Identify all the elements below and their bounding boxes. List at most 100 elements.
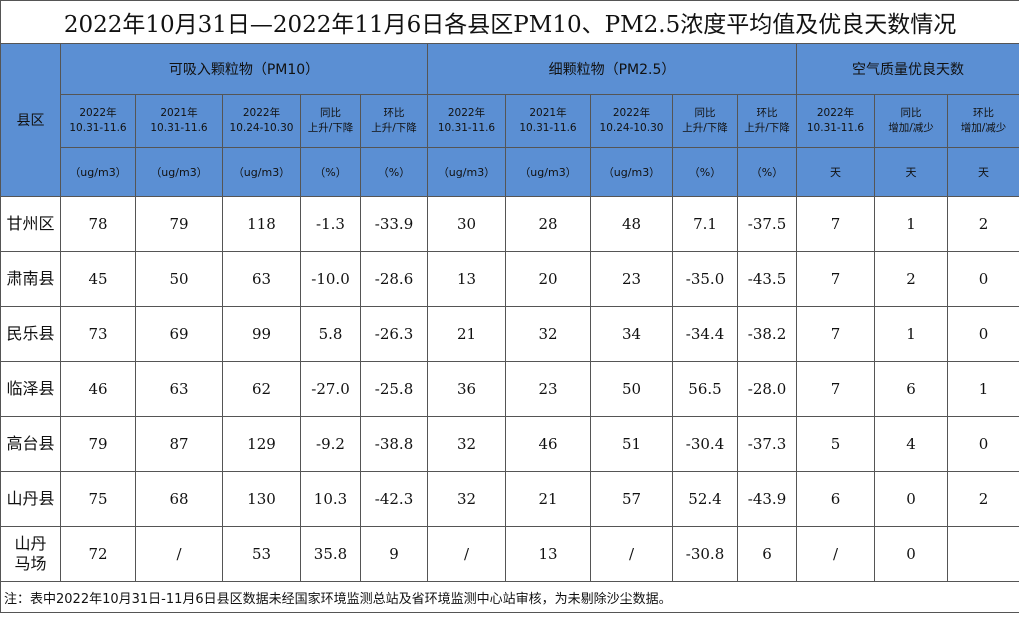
value-cell: 50 (135, 251, 223, 307)
unit: （%） (737, 147, 797, 197)
group-header: 细颗粒物（PM2.5） (427, 43, 797, 95)
unit: （ug/m3） (427, 147, 506, 197)
value-cell: -43.9 (737, 471, 797, 527)
value-cell: 21 (505, 471, 591, 527)
county-name: 临泽县 (0, 361, 61, 417)
value-cell: -37.3 (737, 416, 797, 472)
county-name: 甘州区 (0, 196, 61, 252)
value-cell: -38.8 (360, 416, 428, 472)
value-cell: 0 (874, 526, 948, 582)
text-line: 环比 (383, 107, 405, 119)
value-cell: 45 (60, 251, 136, 307)
value-cell: 0 (946, 416, 1019, 472)
value-cell: -10.0 (300, 251, 361, 307)
title: 2022年10月31日—2022年11月6日各县区PM10、PM2.5浓度平均值… (0, 0, 1019, 44)
value-cell: -1.3 (300, 196, 361, 252)
text-line: 上升/下降 (682, 122, 728, 134)
text-line: 10.31-11.6 (806, 122, 865, 134)
value-cell: 73 (60, 306, 136, 362)
value-cell: -27.0 (300, 361, 361, 417)
value-cell: / (796, 526, 875, 582)
text-line: 2022年 (816, 107, 855, 119)
value-cell: 1 (874, 306, 948, 362)
unit: （ug/m3） (60, 147, 136, 197)
value-cell: 32 (427, 471, 506, 527)
text-line: 2022年 (612, 107, 651, 119)
text-line: 环比 (756, 107, 778, 119)
text-line: 2021年 (529, 107, 567, 119)
value-cell: 23 (505, 361, 591, 417)
county-name: 高台县 (0, 416, 61, 472)
value-cell: -25.8 (360, 361, 428, 417)
county-name: 山丹 马场 (0, 526, 61, 582)
value-cell: 78 (60, 196, 136, 252)
value-cell: 46 (60, 361, 136, 417)
text-line: 上升/下降 (371, 122, 417, 134)
column-header: 2022年 10.24-10.30 (222, 94, 301, 148)
value-cell: 5.8 (300, 306, 361, 362)
text-line: 10.31-11.6 (437, 122, 496, 134)
column-header: 同比 上升/下降 (672, 94, 738, 148)
county-header: 县区 (0, 43, 61, 197)
value-cell: 62 (222, 361, 301, 417)
county-name: 民乐县 (0, 306, 61, 362)
data-row: 高台县 79 87 129 -9.2 -38.8 32 46 51 -30.4 -37.3 5 4 0 (0, 416, 1019, 472)
note-row: 注：表中2022年10月31日-11月6日县区数据未经国家环境监测总站及省环境监… (0, 581, 1019, 613)
value-cell: 0 (946, 251, 1019, 307)
value-cell: / (590, 526, 673, 582)
value-cell: 9 (360, 526, 428, 582)
value-cell: -30.4 (672, 416, 738, 472)
value-cell: 129 (222, 416, 301, 472)
value-cell: 0 (946, 306, 1019, 362)
data-row: 山丹 马场 72/53 35.8 9/13/-30.8 6/0 (0, 526, 1019, 582)
value-cell: -26.3 (360, 306, 428, 362)
text-line: 10.31-11.6 (519, 122, 577, 134)
unit: 天 (946, 147, 1019, 197)
text-line: 2021年 (160, 107, 198, 119)
value-cell: 7 (796, 196, 875, 252)
text-line: 上升/下降 (307, 122, 354, 134)
text-line: 增加/减少 (888, 122, 934, 134)
column-header: 2021年 10.31-11.6 (135, 94, 223, 148)
value-cell: -34.4 (672, 306, 738, 362)
text-line: 增加/减少 (960, 122, 1007, 134)
text-line: 10.31-11.6 (69, 122, 127, 134)
text-line: 同比 (320, 107, 341, 119)
value-cell: 36 (427, 361, 506, 417)
value-cell: 32 (427, 416, 506, 472)
value-cell: 7 (796, 306, 875, 362)
value-cell: 72 (60, 526, 136, 582)
column-header: 同比 增加/减少 (874, 94, 948, 148)
column-header: 2022年 10.31-11.6 (796, 94, 875, 148)
value-cell: 5 (796, 416, 875, 472)
unit: （ug/m3） (590, 147, 673, 197)
value-cell: 48 (590, 196, 673, 252)
value-cell: -42.3 (360, 471, 428, 527)
unit: （%） (360, 147, 428, 197)
text-line: 环比 (973, 107, 995, 119)
value-cell: -35.0 (672, 251, 738, 307)
column-header: 环比增加/减少 (946, 94, 1019, 148)
value-cell: 20 (505, 251, 591, 307)
text-line: 临泽县 (6, 379, 55, 398)
value-cell: 7 (796, 251, 875, 307)
value-cell: 99 (222, 306, 301, 362)
value-cell: 4 (874, 416, 948, 472)
column-header: 2022年 10.31-11.6 (60, 94, 136, 148)
value-cell: 30 (427, 196, 506, 252)
text-line: 10.24-10.30 (229, 122, 294, 134)
data-row: 甘州区 78 79 118 -1.3 -33.9 30 28 48 7.1 -37.5 7 1 2 (0, 196, 1019, 252)
value-cell: 32 (505, 306, 591, 362)
value-cell: 7.1 (672, 196, 738, 252)
value-cell: 50 (590, 361, 673, 417)
county-name: 肃南县 (0, 251, 61, 307)
value-cell: -37.5 (737, 196, 797, 252)
group-header: 可吸入颗粒物（PM10） (60, 43, 428, 95)
text-line: 10.24-10.30 (599, 122, 664, 134)
unit: （%） (672, 147, 738, 197)
value-cell: 0 (874, 471, 948, 527)
value-cell: 79 (60, 416, 136, 472)
value-cell: / (135, 526, 223, 582)
text-line: 山丹县 (6, 489, 55, 508)
